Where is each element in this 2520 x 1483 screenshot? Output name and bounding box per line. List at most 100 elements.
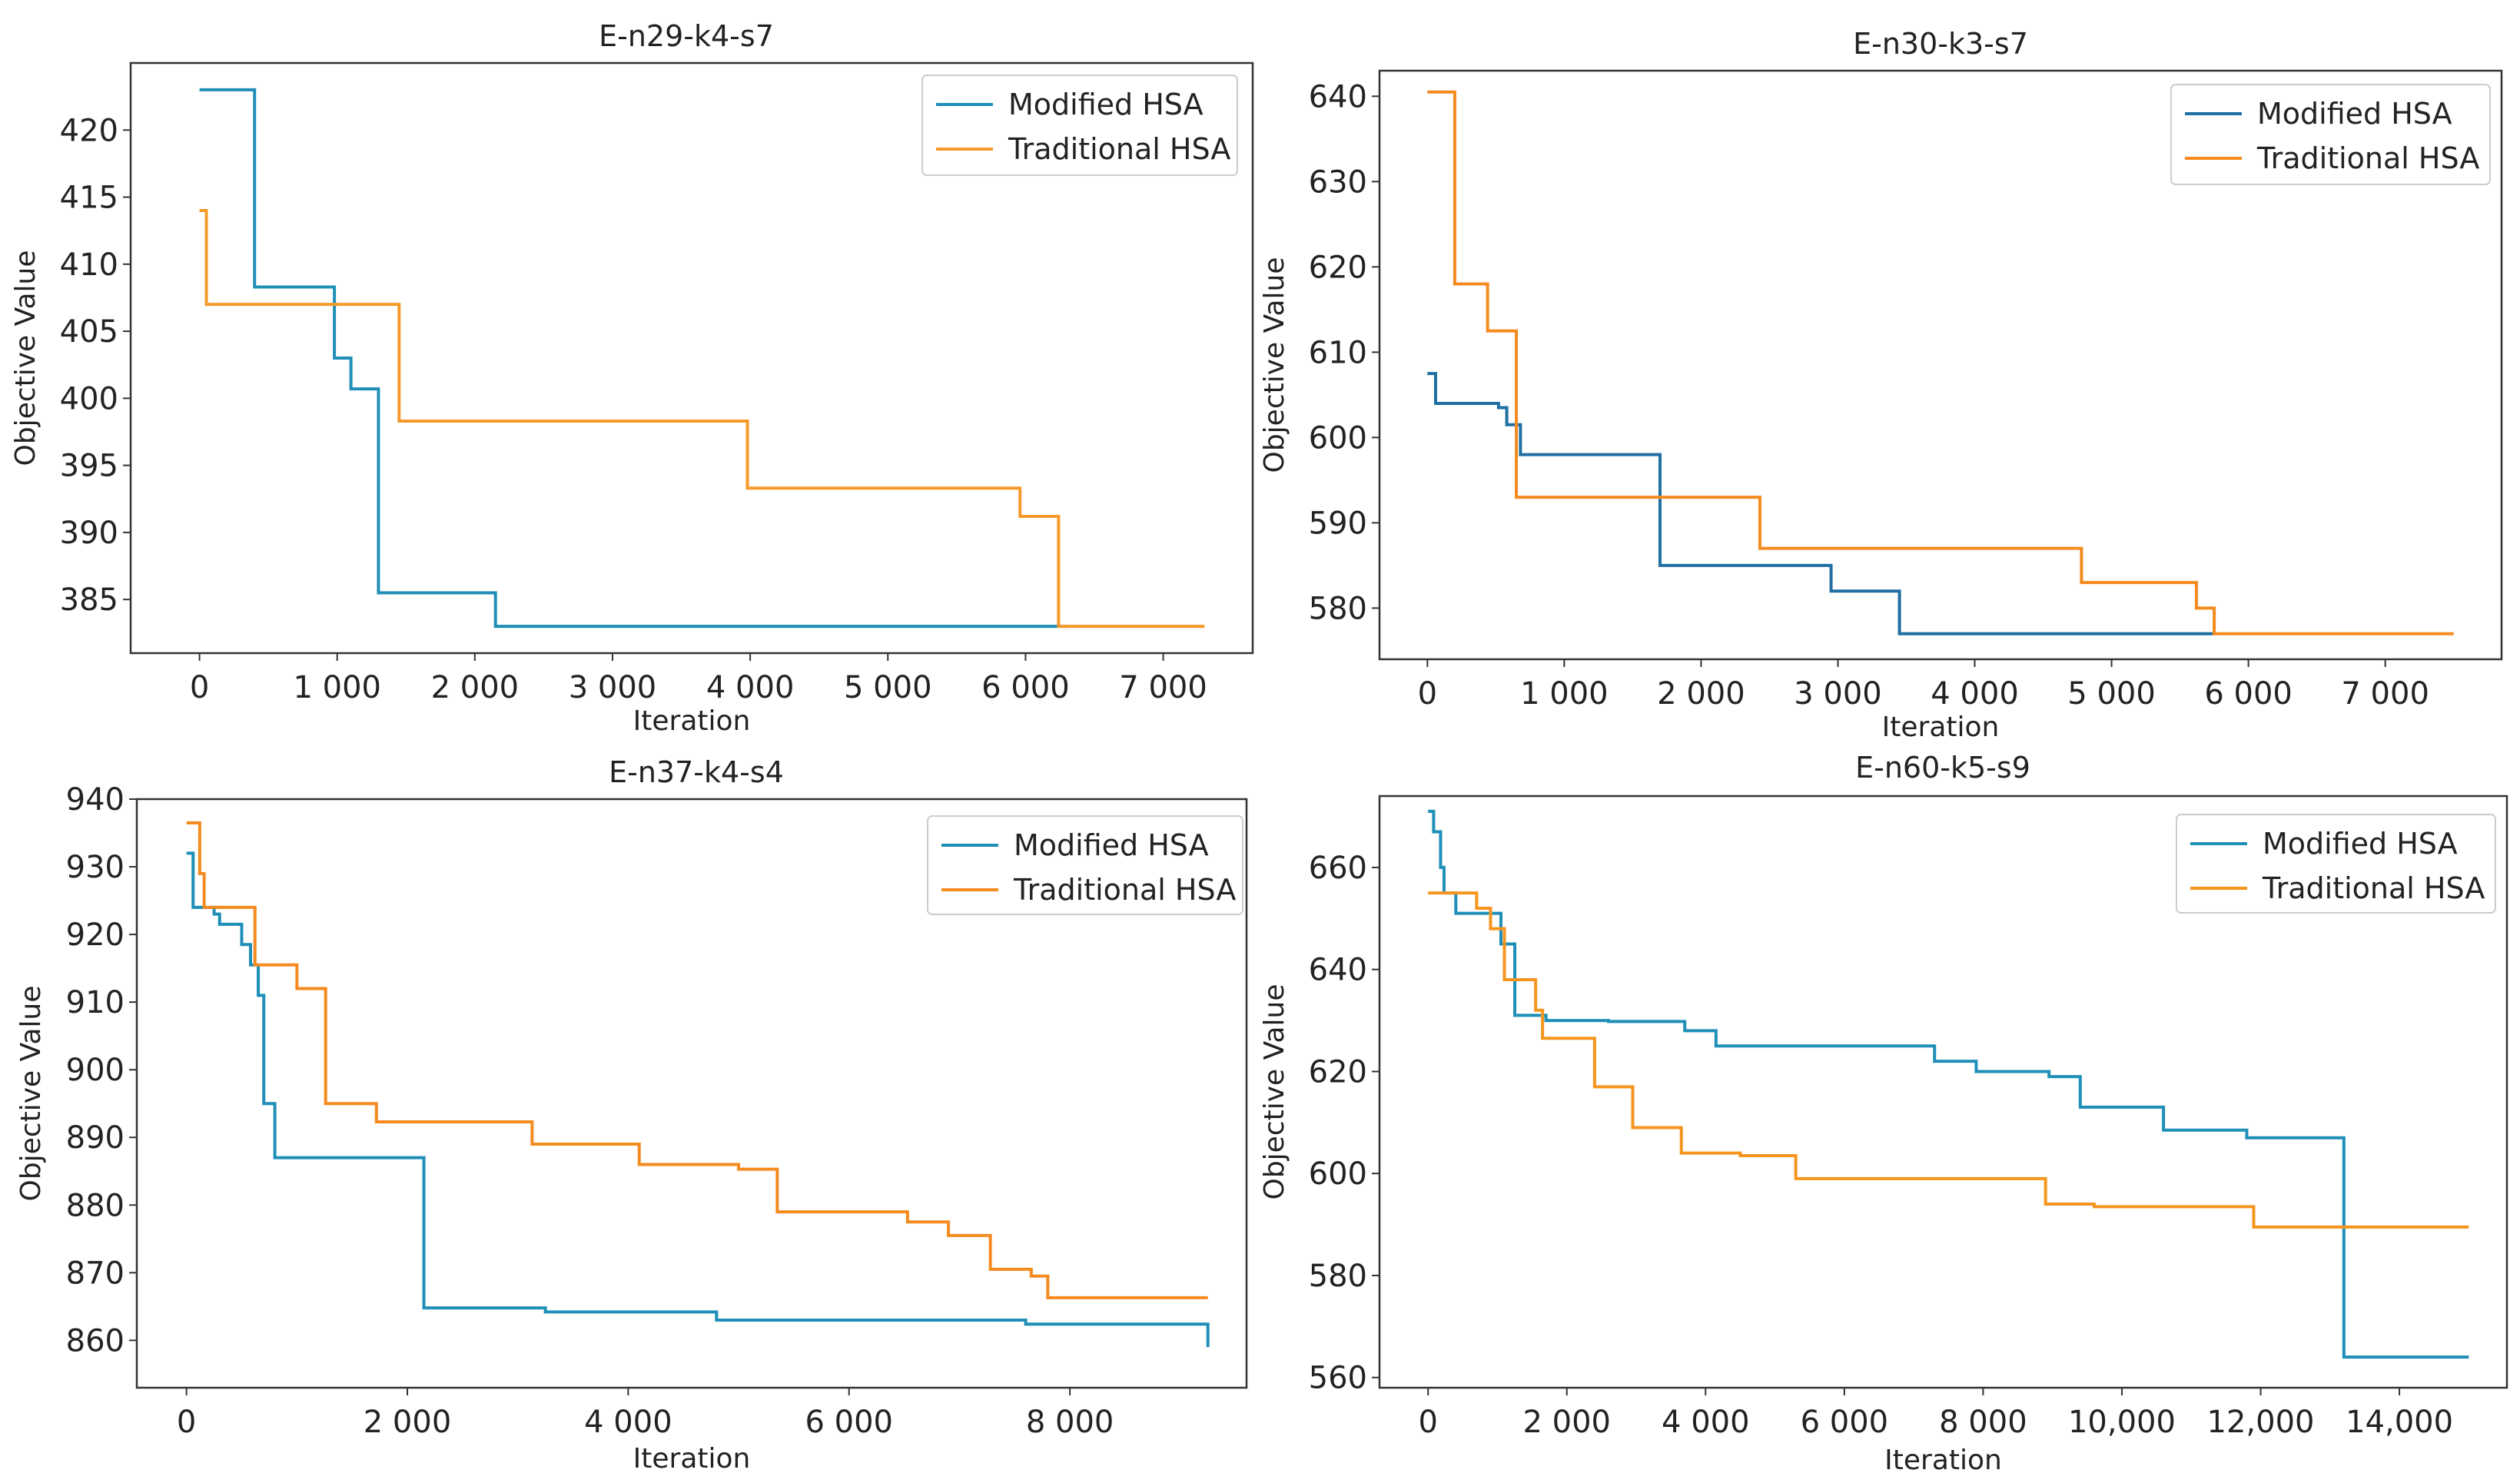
x-tick-label: 10,000 (2068, 1405, 2176, 1440)
y-tick-label: 890 (66, 1120, 125, 1156)
y-tick-label: 910 (66, 985, 125, 1020)
x-tick-label: 0 (177, 1405, 196, 1440)
y-tick-label: 415 (60, 181, 118, 216)
x-axis-label: Iteration (1884, 1445, 2002, 1476)
y-axis-label: Objective Value (1259, 984, 1290, 1199)
y-tick-label: 620 (1309, 250, 1367, 285)
x-tick-label: 1 000 (293, 670, 381, 705)
x-tick-label: 2 000 (364, 1405, 452, 1440)
legend-label: Traditional HSA (1013, 873, 1236, 907)
subplot-4: E-n60-k5-s9 0 2 000 4 000 6 000 8 000 10,000 12… (1259, 751, 2508, 1476)
legend-label: Traditional HSA (2256, 141, 2479, 175)
x-tick-label: 0 (1418, 676, 1437, 712)
chart-title: E-n29-k4-s7 (599, 19, 774, 53)
y-tick-label: 580 (1309, 1259, 1367, 1294)
y-tick-label: 580 (1309, 591, 1367, 626)
chart-title: E-n30-k3-s7 (1853, 27, 2028, 61)
legend: Modified HSA Traditional HSA (921, 75, 1238, 176)
legend-label: Traditional HSA (1008, 132, 1230, 166)
x-tick-label: 14,000 (2346, 1405, 2453, 1440)
y-axis-label: Objective Value (15, 985, 47, 1201)
legend: Modified HSA Traditional HSA (927, 815, 1243, 915)
x-tick-label: 4 000 (1662, 1405, 1750, 1440)
legend-label: Modified HSA (1008, 88, 1204, 121)
y-tick-label: 660 (1309, 851, 1367, 886)
y-tick-label: 405 (60, 314, 118, 350)
plot-frame (1378, 795, 2508, 1389)
y-tick-label: 860 (66, 1323, 125, 1359)
legend-box (2176, 814, 2496, 914)
legend-label: Modified HSA (1014, 828, 1209, 862)
y-tick-label: 395 (60, 449, 118, 484)
x-tick-label: 5 000 (2067, 676, 2156, 712)
x-tick-label: 6 000 (805, 1405, 893, 1440)
series-line-traditional-hsa (1427, 90, 2454, 635)
series-line-traditional-hsa (199, 209, 1205, 629)
y-tick-label: 390 (60, 516, 118, 551)
y-tick-label: 410 (60, 247, 118, 283)
y-tick-label: 870 (66, 1256, 125, 1291)
legend-box (927, 815, 1243, 915)
y-tick-label: 420 (60, 113, 118, 148)
y-tick-label: 630 (1309, 164, 1367, 200)
subplot-3: E-n37-k4-s4 0 2 000 4 000 6 000 8 000 860 870 88… (15, 755, 1248, 1475)
x-tick-label: 3 000 (1794, 676, 1882, 712)
y-tick-label: 600 (1309, 420, 1367, 456)
chart-title: E-n60-k5-s9 (1855, 751, 2030, 785)
y-axis-label: Objective Value (10, 250, 42, 466)
y-tick-label: 880 (66, 1188, 125, 1223)
x-tick-label: 4 000 (706, 670, 795, 705)
series-line-modified-hsa (199, 88, 1067, 629)
y-tick-label: 600 (1309, 1156, 1367, 1192)
plot-frame (129, 61, 1254, 655)
x-tick-label: 4 000 (584, 1405, 672, 1440)
plot-frame (1378, 69, 2503, 661)
x-tick-label: 1 000 (1520, 676, 1609, 712)
y-tick-label: 400 (60, 381, 118, 416)
x-axis-label: Iteration (633, 705, 751, 737)
x-axis-label: Iteration (633, 1443, 751, 1475)
x-tick-label: 6 000 (1801, 1405, 1889, 1440)
series-line-traditional-hsa (186, 821, 1208, 1299)
x-tick-label: 8 000 (1939, 1405, 2027, 1440)
legend-label: Traditional HSA (2262, 871, 2485, 905)
x-axis-label: Iteration (1882, 712, 2000, 743)
y-tick-label: 640 (1309, 953, 1367, 988)
y-tick-label: 930 (66, 850, 125, 885)
x-tick-label: 2 000 (1657, 676, 1745, 712)
y-tick-label: 610 (1309, 335, 1367, 370)
chart-title: E-n37-k4-s4 (609, 755, 784, 789)
legend-label: Modified HSA (2263, 827, 2458, 861)
x-tick-label: 4 000 (1931, 676, 2019, 712)
x-tick-label: 12,000 (2207, 1405, 2315, 1440)
plot-frame (135, 798, 1248, 1389)
legend: Modified HSA Traditional HSA (2176, 814, 2496, 914)
y-tick-label: 640 (1309, 79, 1367, 114)
x-tick-label: 0 (1418, 1405, 1437, 1440)
subplot-2: E-n30-k3-s7 0 1 000 2 000 3 000 4 000 5 000 6 0… (1259, 27, 2503, 743)
series-line-modified-hsa (1427, 372, 2215, 635)
y-tick-label: 590 (1309, 506, 1367, 541)
y-tick-label: 920 (66, 917, 125, 953)
series-line-traditional-hsa (1428, 891, 2469, 1229)
x-tick-label: 6 000 (2204, 676, 2293, 712)
y-tick-label: 900 (66, 1053, 125, 1088)
x-tick-label: 2 000 (1522, 1405, 1611, 1440)
x-tick-label: 3 000 (569, 670, 657, 705)
subplot-1: E-n29-k4-s7 0 1 000 2 000 3 000 4 000 5 000 6 0… (10, 19, 1254, 737)
x-tick-label: 7 000 (2341, 676, 2429, 712)
series-line-modified-hsa (186, 851, 1210, 1348)
legend-box (2170, 84, 2491, 185)
y-tick-label: 385 (60, 582, 118, 618)
x-tick-label: 2 000 (431, 670, 520, 705)
legend-label: Modified HSA (2257, 97, 2452, 131)
y-tick-label: 620 (1309, 1054, 1367, 1090)
y-axis-label: Objective Value (1259, 257, 1290, 473)
x-tick-label: 5 000 (844, 670, 932, 705)
x-tick-label: 6 000 (981, 670, 1070, 705)
y-tick-label: 940 (66, 782, 125, 818)
x-tick-label: 7 000 (1119, 670, 1207, 705)
x-tick-label: 0 (190, 670, 209, 705)
x-tick-label: 8 000 (1026, 1405, 1114, 1440)
